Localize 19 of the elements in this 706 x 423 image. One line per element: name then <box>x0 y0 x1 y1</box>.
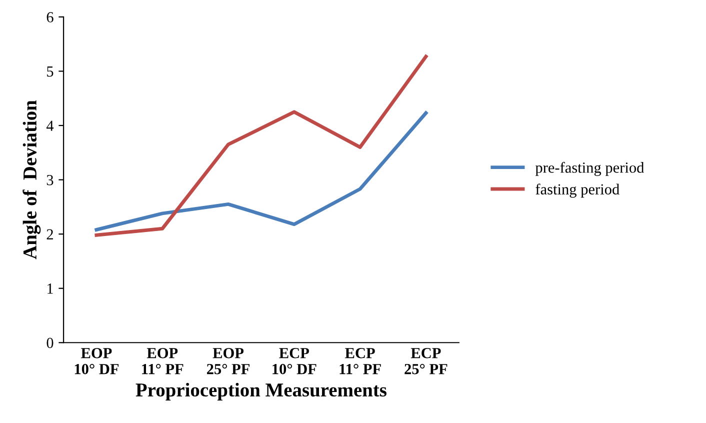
x-tick-label: EOP 25° PF <box>206 348 250 374</box>
y-tick-label: 3 <box>46 174 54 186</box>
x-tick-label: EOP 10° DF <box>74 348 119 374</box>
y-tick-label: 6 <box>46 12 54 22</box>
x-axis-title: Proprioception Measurements <box>136 382 386 401</box>
line-series <box>94 111 428 232</box>
x-tick-label: ECP 11° PF <box>340 348 381 374</box>
line-series <box>94 54 428 237</box>
y-tick-label: 1 <box>48 284 53 294</box>
y-tick-label: 4 <box>46 120 54 131</box>
y-tick-label: 5 <box>47 66 54 77</box>
y-tick-label: 2 <box>46 229 53 240</box>
y-tick-label: 0 <box>46 338 54 348</box>
legend-label: pre-fasting period <box>535 162 644 176</box>
y-axis-title: Angle of Deviation <box>22 100 41 260</box>
legend-label: fasting period <box>536 184 620 198</box>
x-tick-label: ECP 10° DF <box>272 348 316 374</box>
x-tick-label: EOP 11° PF <box>142 348 184 374</box>
x-tick-label: ECP 25° PF <box>404 348 448 374</box>
